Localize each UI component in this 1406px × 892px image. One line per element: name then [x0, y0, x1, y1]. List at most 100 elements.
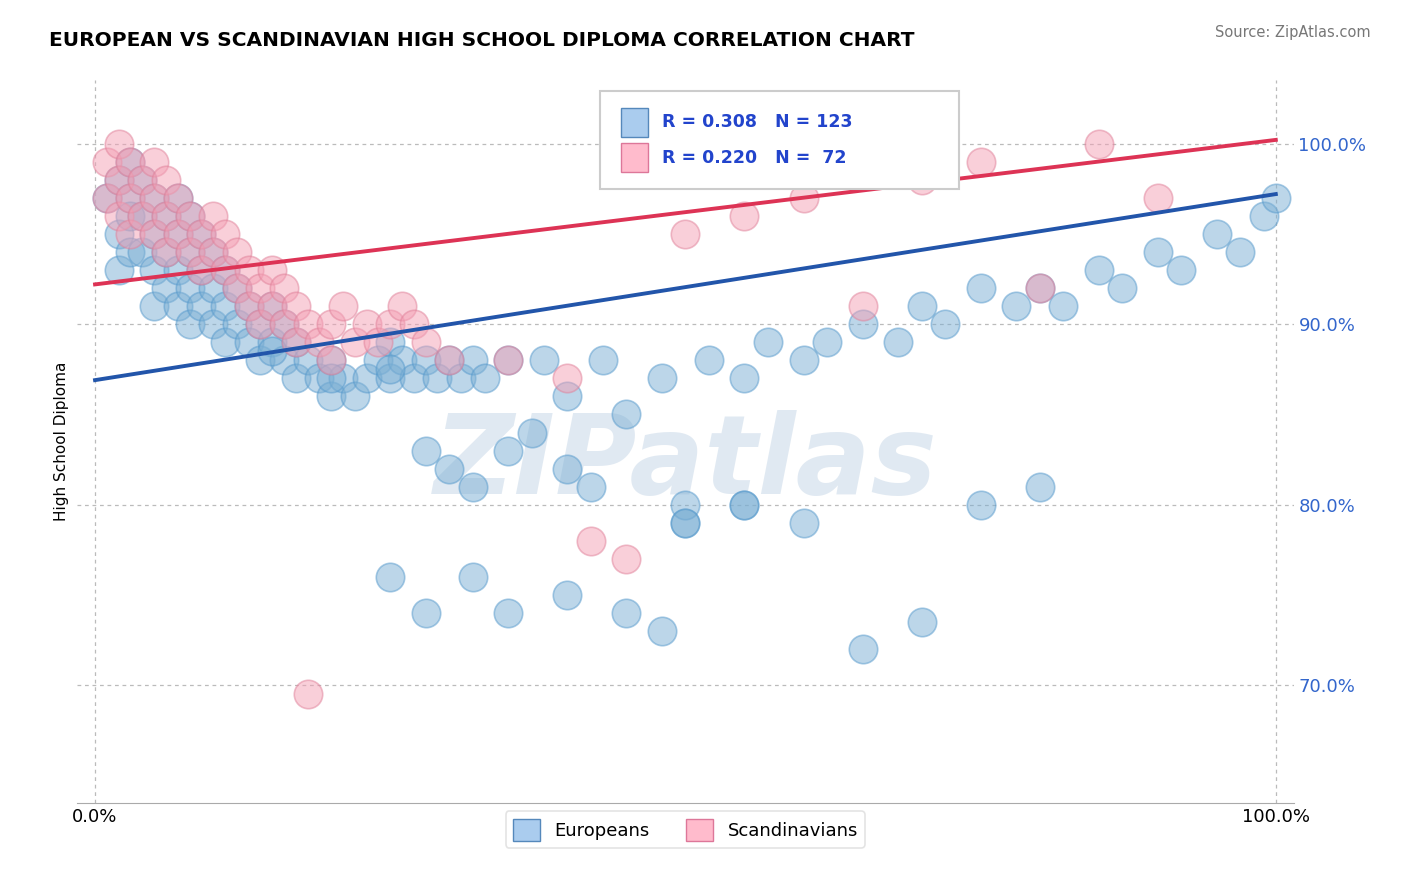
- Text: R = 0.308   N = 123: R = 0.308 N = 123: [662, 113, 853, 131]
- FancyBboxPatch shape: [600, 91, 959, 189]
- Point: [107, 136, 129, 151]
- Point: [1205, 227, 1227, 241]
- Point: [910, 615, 932, 629]
- Point: [733, 371, 755, 385]
- Point: [415, 335, 437, 350]
- Point: [262, 344, 284, 359]
- Point: [815, 335, 838, 350]
- Point: [402, 371, 425, 385]
- Point: [415, 353, 437, 368]
- Point: [297, 353, 319, 368]
- Point: [557, 371, 579, 385]
- Point: [96, 191, 118, 205]
- Point: [592, 353, 614, 368]
- Point: [155, 209, 177, 223]
- Point: [120, 191, 142, 205]
- Point: [557, 389, 579, 403]
- Point: [461, 353, 484, 368]
- Point: [367, 335, 389, 350]
- Point: [1087, 136, 1109, 151]
- Point: [415, 606, 437, 620]
- Point: [225, 317, 247, 331]
- Point: [675, 516, 697, 530]
- Point: [225, 281, 247, 295]
- Point: [308, 335, 330, 350]
- Point: [380, 335, 402, 350]
- Point: [238, 263, 260, 277]
- Point: [1028, 480, 1050, 494]
- Point: [120, 227, 142, 241]
- Point: [651, 624, 673, 639]
- Point: [297, 687, 319, 701]
- Text: ZIPatlas: ZIPatlas: [433, 409, 938, 516]
- Point: [155, 281, 177, 295]
- Point: [498, 606, 520, 620]
- Point: [107, 172, 129, 186]
- Point: [733, 498, 755, 512]
- Point: [284, 335, 307, 350]
- Point: [391, 299, 413, 313]
- Point: [131, 172, 153, 186]
- Point: [284, 371, 307, 385]
- Point: [616, 408, 638, 422]
- Point: [262, 299, 284, 313]
- Point: [675, 498, 697, 512]
- Point: [262, 299, 284, 313]
- Point: [143, 227, 166, 241]
- Point: [557, 588, 579, 602]
- Point: [262, 335, 284, 350]
- Point: [343, 335, 366, 350]
- Point: [332, 299, 354, 313]
- Point: [415, 443, 437, 458]
- Point: [969, 281, 991, 295]
- Point: [969, 154, 991, 169]
- Point: [238, 335, 260, 350]
- Point: [120, 154, 142, 169]
- Point: [143, 227, 166, 241]
- Point: [461, 570, 484, 584]
- Point: [1005, 299, 1028, 313]
- Point: [214, 263, 236, 277]
- Point: [851, 299, 873, 313]
- Point: [284, 335, 307, 350]
- Point: [155, 172, 177, 186]
- Point: [1028, 281, 1050, 295]
- Point: [155, 209, 177, 223]
- Point: [120, 191, 142, 205]
- Point: [190, 263, 212, 277]
- Point: [1052, 299, 1074, 313]
- Point: [321, 317, 343, 331]
- Point: [179, 209, 201, 223]
- Point: [851, 642, 873, 657]
- Point: [391, 353, 413, 368]
- Point: [792, 191, 814, 205]
- Point: [733, 209, 755, 223]
- Point: [190, 227, 212, 241]
- Point: [190, 299, 212, 313]
- Point: [533, 353, 555, 368]
- Point: [214, 299, 236, 313]
- Point: [131, 209, 153, 223]
- Point: [675, 516, 697, 530]
- Point: [969, 498, 991, 512]
- Point: [792, 353, 814, 368]
- Point: [273, 317, 295, 331]
- Point: [238, 299, 260, 313]
- Bar: [621, 143, 648, 172]
- Point: [249, 317, 271, 331]
- Point: [579, 533, 602, 548]
- Point: [616, 606, 638, 620]
- Point: [214, 227, 236, 241]
- Point: [356, 371, 378, 385]
- Point: [214, 335, 236, 350]
- Point: [367, 353, 389, 368]
- Point: [1264, 191, 1286, 205]
- Point: [439, 461, 461, 475]
- Point: [166, 191, 188, 205]
- Point: [910, 299, 932, 313]
- Point: [321, 389, 343, 403]
- Point: [96, 191, 118, 205]
- Point: [96, 154, 118, 169]
- Point: [273, 281, 295, 295]
- Point: [321, 353, 343, 368]
